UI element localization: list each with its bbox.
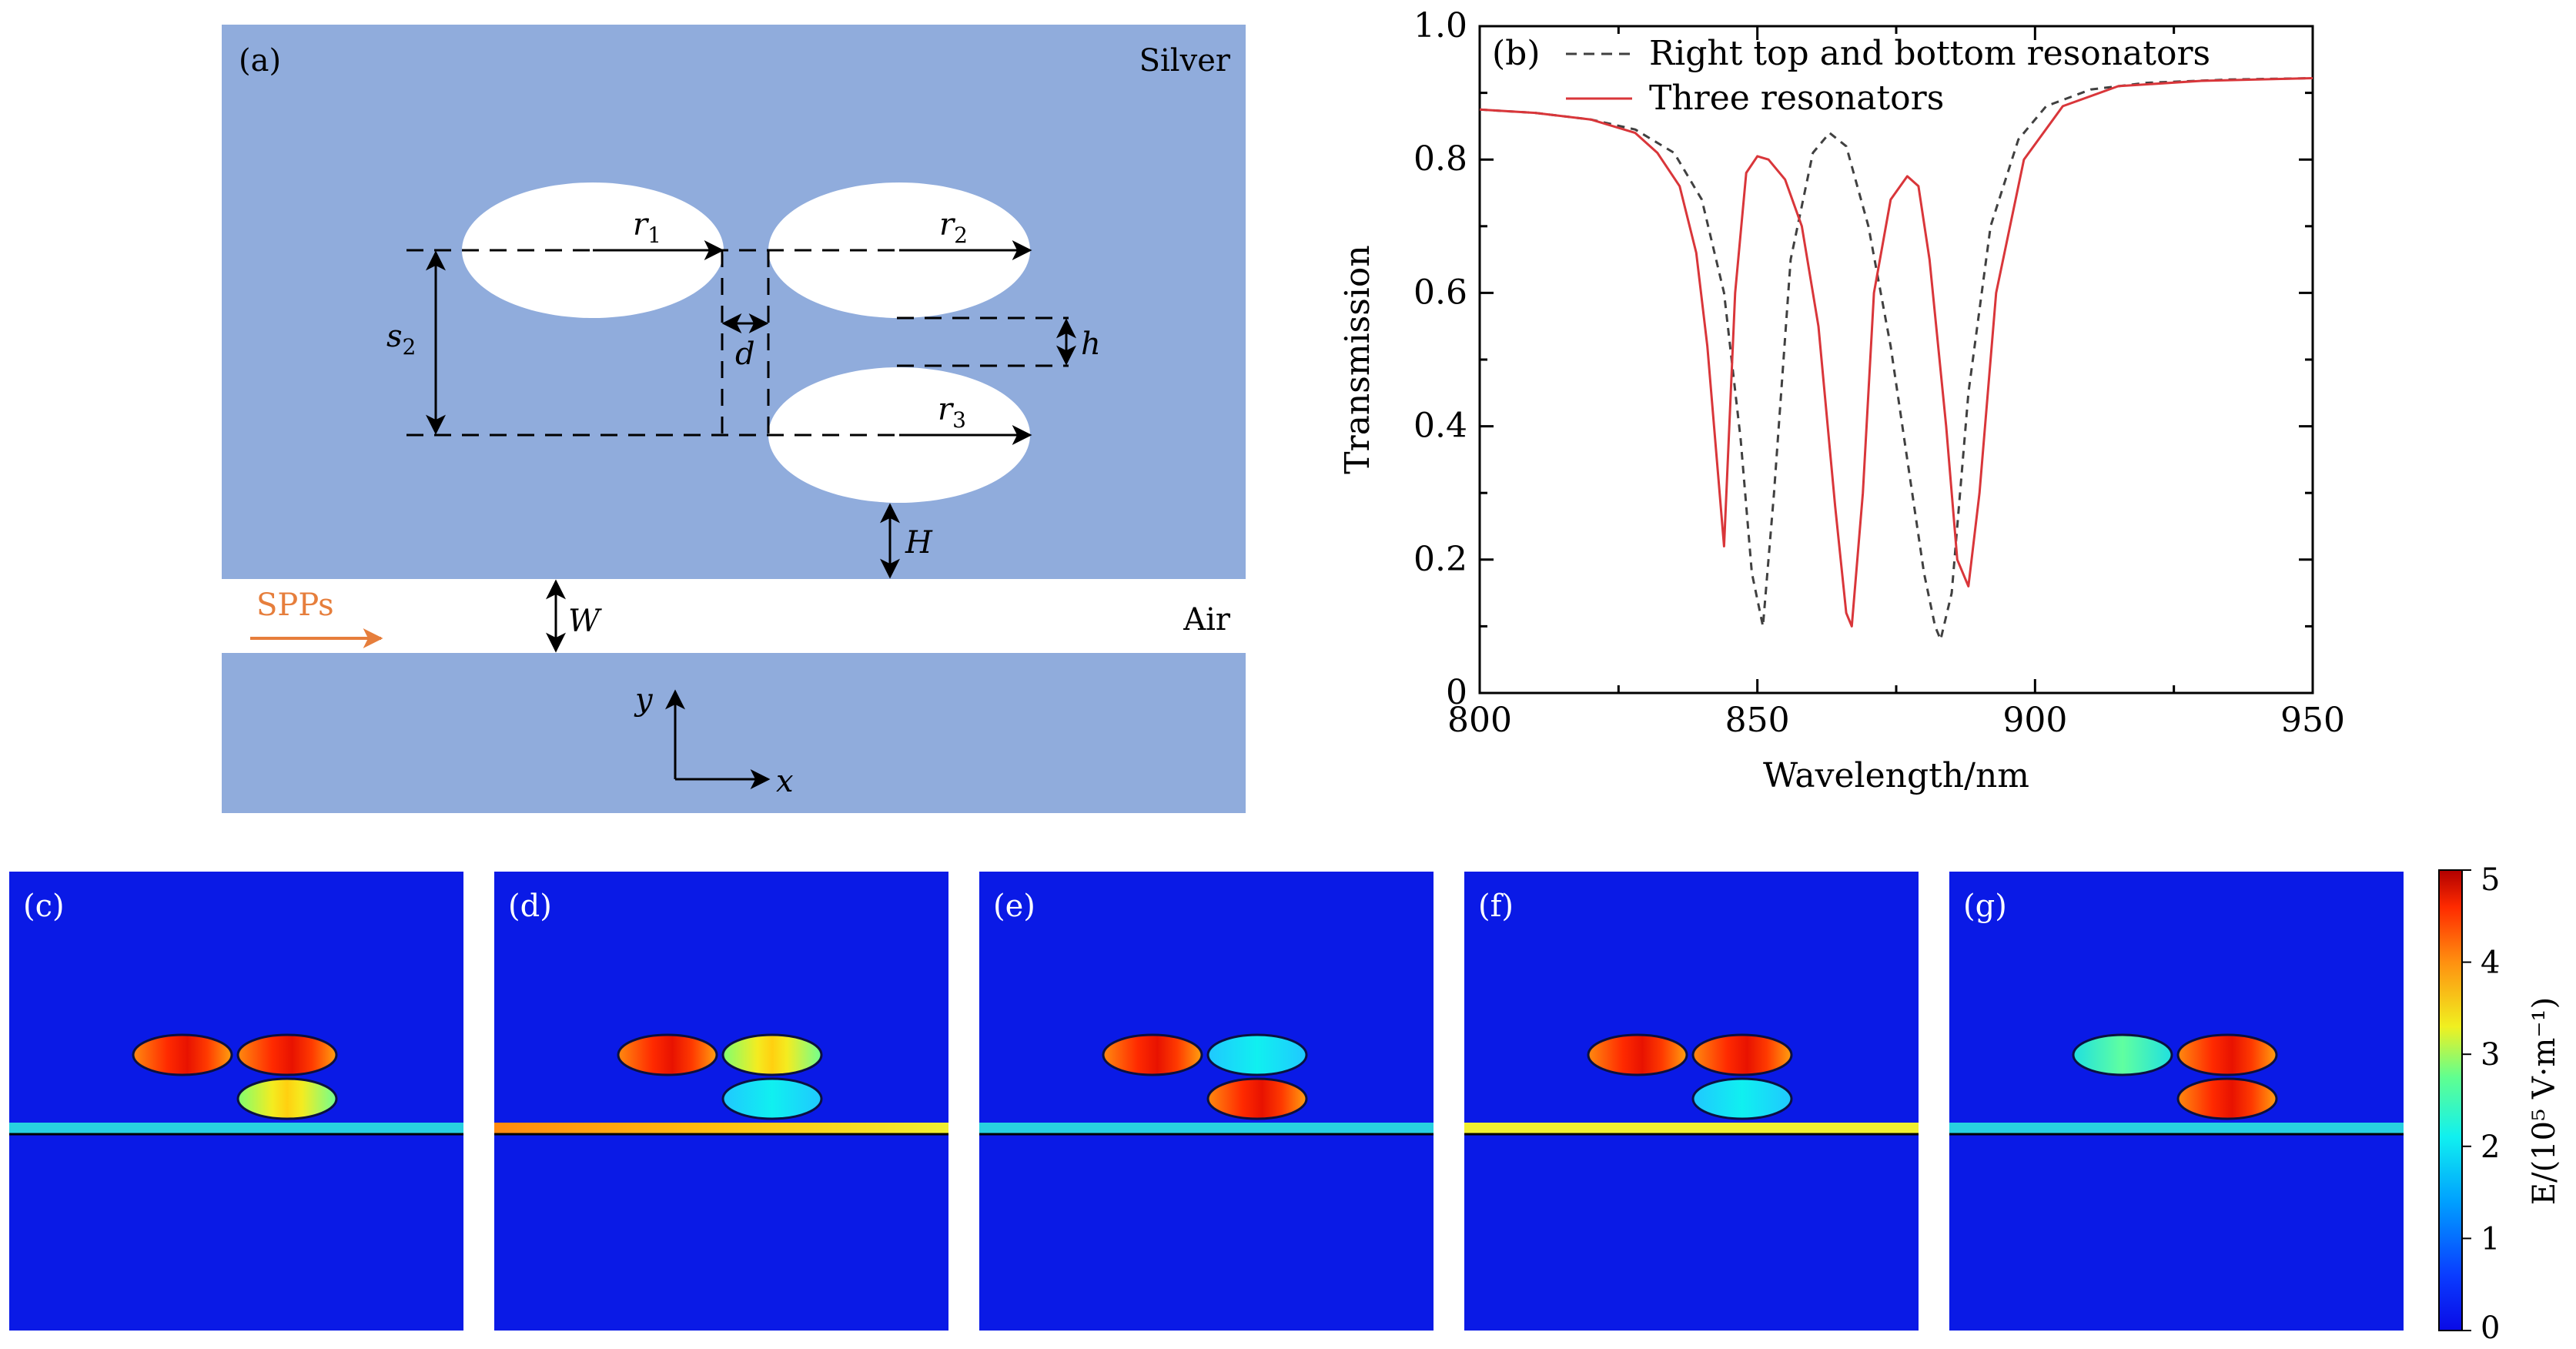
panel-b-label: (b) (1492, 34, 1541, 73)
field-bg (1949, 872, 2404, 1331)
field-panel-g: (g) (1949, 872, 2404, 1331)
waveguide-field (979, 1123, 1434, 1133)
r2-label: r2 (939, 207, 968, 248)
y-tick-label: 1.0 (1413, 6, 1467, 45)
x-tick-label: 950 (2280, 701, 2345, 740)
waveguide-field (1464, 1123, 1919, 1133)
panel-label: (c) (23, 889, 65, 924)
y-tick-label: 0.2 (1413, 540, 1467, 579)
x-tick-label: 900 (2002, 701, 2067, 740)
colorbar-tick-label: 1 (2481, 1221, 2500, 1257)
panel-label: (f) (1478, 889, 1514, 924)
field-distribution-panels: (c) (d) (e) (9, 862, 2562, 1346)
resonator-field-3 (2176, 1077, 2278, 1120)
field-panel-c: (c) (9, 872, 463, 1331)
field-bg (1464, 872, 1919, 1331)
resonator-field-2 (1691, 1033, 1793, 1076)
resonator-field-3 (1206, 1077, 1308, 1120)
resonator-field-2 (721, 1033, 823, 1076)
colorbar-gradient (2438, 869, 2463, 1331)
r3-label: r3 (938, 392, 966, 433)
y-tick-label: 0 (1446, 673, 1467, 712)
r1-label: r1 (633, 207, 661, 248)
series-line-right-top-bottom (1479, 77, 2313, 641)
silver-region-top (222, 25, 1246, 579)
colorbar-tick-label: 5 (2481, 862, 2500, 898)
axis-y-label: y (634, 682, 654, 718)
panel-a-label: (a) (239, 43, 281, 79)
resonator-field-2 (236, 1033, 338, 1076)
chart-frame (1478, 25, 2314, 695)
legend-label-solid: Three resonators (1649, 79, 1944, 118)
waveguide-field (9, 1123, 463, 1133)
air-label: Air (1183, 602, 1231, 638)
panel-label: (e) (993, 889, 1035, 924)
waveguide-field (494, 1123, 948, 1133)
panel-label: (d) (508, 889, 552, 924)
colorbar-tick-label: 4 (2481, 946, 2500, 981)
resonator-field-3 (721, 1077, 823, 1120)
H-label: H (905, 525, 933, 561)
d-label: d (735, 336, 755, 372)
panel-a-structure: (a) Silver Air SPPs r1 r2 r3 s2 d h H W … (222, 25, 1246, 813)
resonator-field-1 (2072, 1033, 2173, 1076)
field-panel-d: (d) (494, 872, 948, 1331)
legend-label-dashed: Right top and bottom resonators (1649, 34, 2210, 73)
s2-label: s2 (386, 319, 416, 360)
field-bg (979, 872, 1434, 1331)
silver-region-bottom (222, 653, 1246, 813)
spps-label: SPPs (256, 587, 334, 623)
chart-xlabel: Wavelength/nm (1763, 756, 2029, 795)
colorbar-tick-label: 2 (2481, 1130, 2500, 1165)
waveguide-field (1949, 1123, 2404, 1133)
colorbar-label: E/(10⁵ V·m⁻¹) (2527, 997, 2562, 1205)
resonator-field-2 (1206, 1033, 1308, 1076)
y-tick-label: 0.8 (1413, 139, 1467, 179)
field-bg (9, 872, 463, 1331)
axis-x-label: x (776, 764, 794, 799)
air-waveguide (222, 579, 1246, 653)
x-tick-label: 800 (1447, 701, 1512, 740)
resonator-field-1 (132, 1033, 233, 1076)
y-tick-label: 0.4 (1413, 407, 1467, 446)
field-bg (494, 872, 948, 1331)
y-tick-label: 0.6 (1413, 273, 1467, 312)
colorbar-ticks: 0 1 2 3 4 5 (2462, 862, 2500, 1346)
resonator-field-3 (236, 1077, 338, 1120)
chart-legend: Right top and bottom resonators Three re… (1566, 34, 2210, 118)
W-label: W (568, 604, 602, 639)
field-panel-f: (f) (1464, 872, 1919, 1331)
resonator-field-3 (1691, 1077, 1793, 1120)
colorbar: 0 1 2 3 4 5 E/(10⁵ V·m⁻¹) (2438, 862, 2562, 1346)
chart-lines (1479, 77, 2313, 641)
panel-b-transmission-chart: 800 850 900 950 0 0.2 0.4 0.6 0.8 1.0 (b) Right t… (1338, 6, 2345, 795)
colorbar-tick-label: 0 (2481, 1311, 2500, 1346)
chart-ylabel: Transmission (1338, 245, 1377, 474)
resonator-field-1 (1102, 1033, 1203, 1076)
silver-label: Silver (1139, 43, 1231, 79)
h-label: h (1081, 326, 1101, 362)
chart-ticks: 800 850 900 950 0 0.2 0.4 0.6 0.8 1.0 (1413, 6, 2345, 740)
resonator-field-1 (1587, 1033, 1688, 1076)
resonator-field-1 (617, 1033, 718, 1076)
field-panel-e: (e) (979, 872, 1434, 1331)
panel-label: (g) (1963, 889, 2007, 924)
resonator-field-2 (2176, 1033, 2278, 1076)
colorbar-tick-label: 3 (2481, 1037, 2500, 1073)
series-line-three-resonators (1479, 77, 2313, 628)
x-tick-label: 850 (1725, 701, 1790, 740)
